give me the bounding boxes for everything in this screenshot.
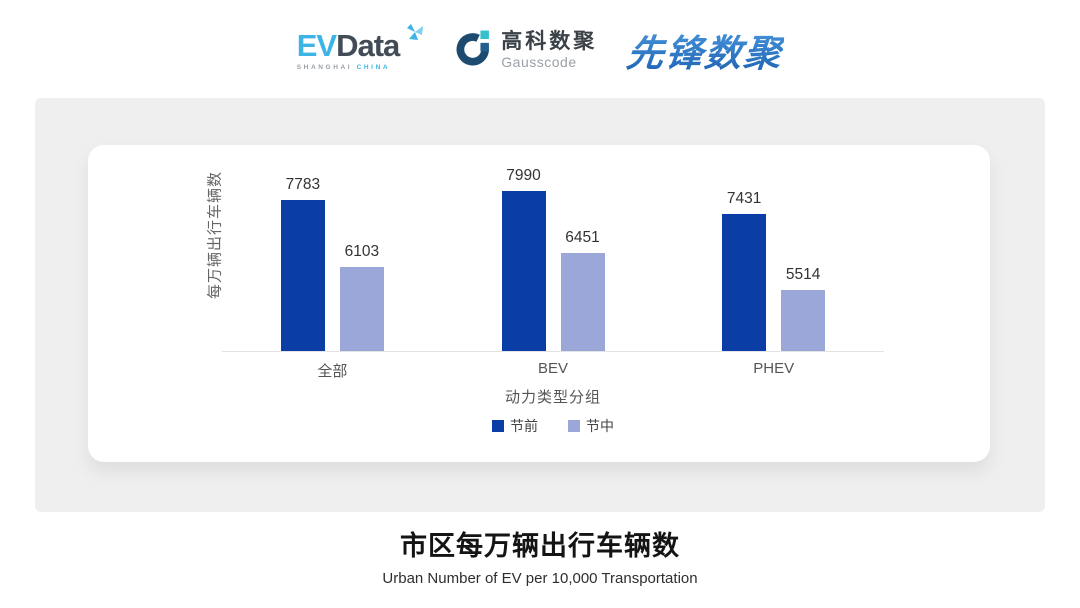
bar-group: 7783 6103 [222, 145, 443, 351]
footer: 市区每万辆出行车辆数 Urban Number of EV per 10,000… [0, 524, 1080, 587]
gausscode-cn-text: 高科数聚 [501, 30, 598, 54]
evdata-ev-text: EV [296, 27, 337, 63]
bar-group: 7990 6451 [443, 145, 664, 351]
bar-value-label: 6103 [344, 243, 380, 260]
bar-节中 [781, 290, 826, 351]
bar-slot: 6451 [560, 145, 605, 351]
category-label: BEV [538, 360, 569, 377]
bar-value-label: 5514 [785, 266, 821, 283]
evdata-subtext: SHANGHAI CHINA [297, 64, 390, 71]
category-axis: 全部 BEV PHEV [222, 360, 884, 381]
legend-label: 节中 [586, 418, 614, 434]
bar-节中 [339, 267, 384, 351]
legend-item: 节中 [568, 416, 614, 436]
gausscode-en-text: Gausscode [501, 53, 577, 70]
legend: 节前 节中 [222, 416, 884, 436]
bar-节前 [280, 200, 325, 351]
bar-value-label: 6451 [565, 229, 600, 246]
bar-value-label: 7990 [506, 167, 541, 184]
plot-area: 7783 6103 7990 6451 7431 5514 [222, 145, 884, 352]
evdata-logo: EVData SHANGHAI CHINA [296, 23, 426, 71]
bar-slot: 5514 [781, 145, 826, 351]
evdata-spark-icon [405, 22, 425, 47]
gausscode-g-icon [455, 29, 492, 71]
brand-header: EVData SHANGHAI CHINA 高科数聚 Gausscode [0, 14, 1080, 86]
evdata-china-text: CHINA [356, 63, 391, 71]
bar-slot: 6103 [339, 145, 384, 351]
gausscode-logo: 高科数聚 Gausscode [455, 29, 597, 71]
bar-value-label: 7783 [285, 176, 321, 193]
chart-title: 市区每万辆出行车辆数 [400, 531, 680, 561]
pioneer-logo: 先锋数聚 [624, 23, 786, 77]
bar-节前 [501, 191, 546, 351]
evdata-shanghai-text: SHANGHAI [296, 63, 353, 71]
category-label: PHEV [753, 360, 795, 377]
bar-slot: 7783 [280, 145, 325, 351]
legend-swatch-icon [568, 420, 580, 432]
bar-slot: 7990 [501, 145, 546, 351]
chart-subtitle: Urban Number of EV per 10,000 Transporta… [382, 570, 698, 587]
legend-item: 节前 [492, 416, 538, 436]
legend-swatch-icon [492, 420, 504, 432]
bar-节中 [560, 253, 605, 351]
chart-panel: 每万辆出行车辆数 7783 6103 7990 6451 7431 5514 全部 BEV P… [35, 98, 1045, 512]
bar-节前 [722, 214, 767, 351]
legend-label: 节前 [510, 418, 538, 434]
category-label: 全部 [317, 363, 348, 380]
bar-slot: 7431 [722, 145, 767, 351]
bar-value-label: 7431 [726, 190, 762, 207]
evdata-data-text: Data [336, 27, 400, 63]
x-axis-label: 动力类型分组 [504, 389, 601, 406]
bar-group: 7431 5514 [663, 145, 884, 351]
chart-card: 每万辆出行车辆数 7783 6103 7990 6451 7431 5514 全部 BEV P… [88, 145, 990, 462]
evdata-wordmark: EVData [296, 27, 401, 63]
